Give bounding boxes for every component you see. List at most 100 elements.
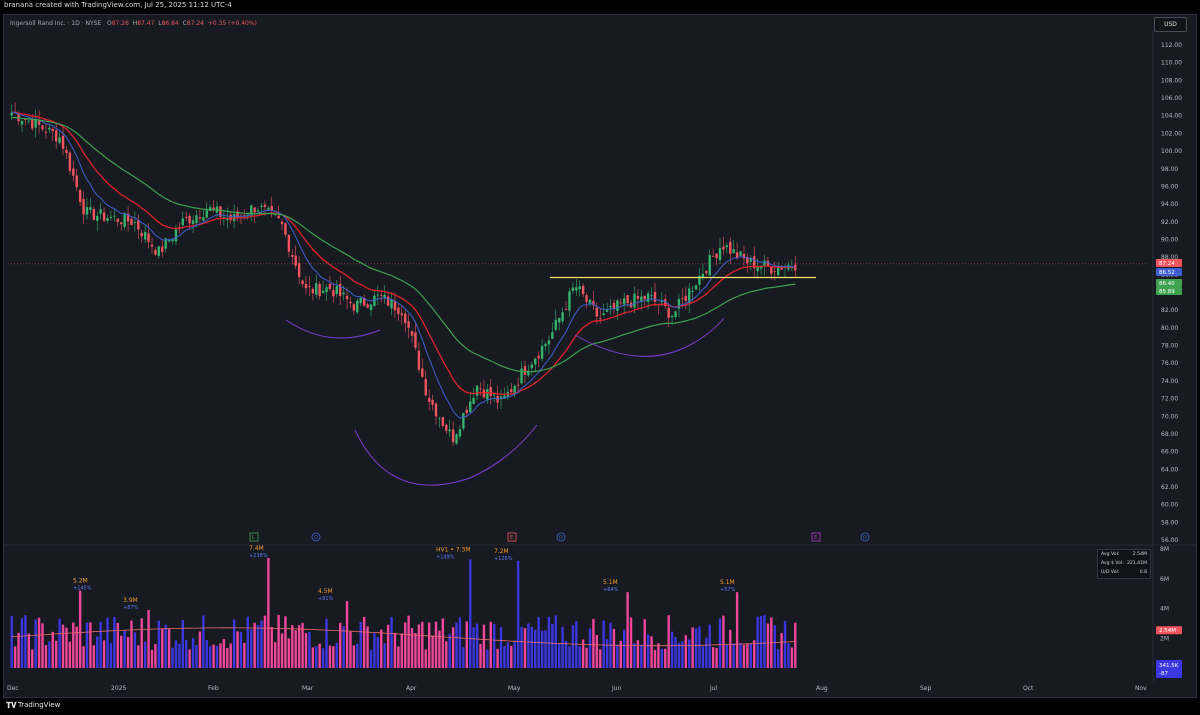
- candle-body: [492, 394, 496, 396]
- event-marker-icon: [556, 532, 566, 542]
- candle-body: [222, 217, 226, 218]
- y-tick-label: 88.00: [1161, 254, 1178, 261]
- volume-stats-table: Avg Vol: 2.54M Avg $ Vol: 221.41M U/D Vol:…: [1097, 549, 1151, 579]
- volume-bar: [342, 626, 345, 668]
- volume-bar: [41, 623, 44, 668]
- high-value: 87.47: [137, 20, 155, 27]
- candle-body: [267, 207, 270, 210]
- candle-body: [650, 295, 653, 297]
- volume-bar: [85, 622, 89, 668]
- volume-tick-label: 2M: [1160, 635, 1169, 642]
- candle-body: [229, 214, 232, 221]
- volume-bar: [729, 629, 732, 668]
- candle-body: [41, 125, 44, 130]
- candle-body: [328, 283, 332, 289]
- volume-bar: [304, 633, 308, 668]
- volume-bar: [161, 628, 164, 668]
- volume-bar: [297, 625, 301, 668]
- y-tick-label: 110.00: [1161, 60, 1182, 67]
- volume-annotation-value: 5.1M: [603, 579, 618, 586]
- volume-bar: [698, 626, 701, 668]
- candle-body: [174, 229, 178, 242]
- volume-bar: [414, 633, 417, 668]
- y-tick-label: 62.00: [1161, 484, 1178, 491]
- volume-annotation-change: +81%: [318, 596, 334, 602]
- volume-bar: [137, 645, 140, 668]
- volume-bar: [349, 631, 352, 668]
- volume-bar: [10, 615, 13, 668]
- volume-bar: [664, 648, 667, 668]
- candle-body: [677, 298, 681, 309]
- candle-body: [308, 286, 311, 287]
- candle-body: [339, 283, 342, 297]
- volume-bar: [527, 623, 530, 668]
- currency-button[interactable]: USD: [1154, 17, 1187, 32]
- candle-body: [181, 218, 184, 226]
- volume-bar: [417, 624, 421, 668]
- candle-body: [462, 412, 465, 429]
- volume-bar: [20, 618, 24, 668]
- volume-stat-value: 221.41M: [1126, 561, 1147, 566]
- candle-body: [441, 417, 445, 426]
- volume-bar: [154, 644, 157, 668]
- candle-body: [674, 311, 677, 317]
- candle-body: [479, 388, 482, 390]
- candle-body: [376, 294, 380, 296]
- volume-bar: [215, 645, 219, 668]
- tradingview-logo-icon[interactable]: 𝐓𝐕: [6, 701, 17, 710]
- volume-bar: [674, 637, 677, 668]
- volume-stat-row: Avg Vol: 2.54M: [1098, 550, 1150, 559]
- y-tick-label: 80.00: [1161, 325, 1178, 332]
- x-tick-label: Oct: [1023, 685, 1034, 692]
- cup-arc-main: [354, 424, 538, 486]
- candle-body: [510, 389, 513, 393]
- candle-body: [633, 293, 636, 308]
- y-tick-label: 94.00: [1161, 201, 1178, 208]
- volume-bar: [561, 626, 564, 668]
- volume-annotation-change: +126%: [494, 556, 513, 562]
- volume-bar: [670, 631, 674, 668]
- candle-body: [427, 397, 431, 402]
- high-label: H: [132, 20, 138, 27]
- footer-brand[interactable]: TradingView: [18, 701, 61, 709]
- candle-body: [342, 292, 345, 295]
- y-tick-label: 96.00: [1161, 183, 1178, 190]
- volume-bar: [472, 627, 475, 668]
- candle-body: [465, 409, 468, 414]
- candle-body: [561, 312, 564, 322]
- candle-body: [250, 205, 253, 216]
- volume-bar: [448, 633, 451, 668]
- candle-body: [489, 387, 492, 396]
- event-marker-icon: [507, 532, 517, 542]
- volume-bar: [191, 638, 195, 668]
- volume-bar: [362, 616, 366, 668]
- candle-body: [602, 313, 605, 316]
- candle-body: [715, 253, 718, 259]
- candle-body: [297, 263, 301, 278]
- volume-annotation-change: +238%: [249, 553, 268, 559]
- volume-bar: [120, 635, 123, 668]
- candle-body: [311, 288, 315, 294]
- volume-bar: [773, 625, 776, 668]
- volume-bar: [421, 621, 424, 668]
- volume-bar: [78, 590, 82, 668]
- volume-bar: [407, 615, 410, 668]
- volume-bar: [226, 647, 229, 668]
- candle-body: [691, 290, 694, 292]
- volume-stat-row: U/D Vol: 0.8: [1098, 568, 1150, 577]
- volume-current-label: 341.5K: [1159, 663, 1179, 669]
- volume-bar: [530, 626, 534, 668]
- y-tick-label: 90.00: [1161, 236, 1178, 243]
- volume-bar: [185, 640, 188, 668]
- volume-bar: [113, 616, 116, 668]
- candle-body: [198, 217, 202, 219]
- volume-bar: [174, 640, 178, 668]
- volume-bar: [335, 642, 338, 668]
- candle-body: [766, 260, 770, 267]
- candle-body: [544, 343, 547, 347]
- candle-body: [89, 207, 92, 210]
- y-tick-label: 82.00: [1161, 307, 1178, 314]
- candle-body: [407, 321, 410, 328]
- volume-annotation-value: HV1 • 7.3M: [436, 546, 471, 553]
- cup-arc-right: [574, 317, 725, 357]
